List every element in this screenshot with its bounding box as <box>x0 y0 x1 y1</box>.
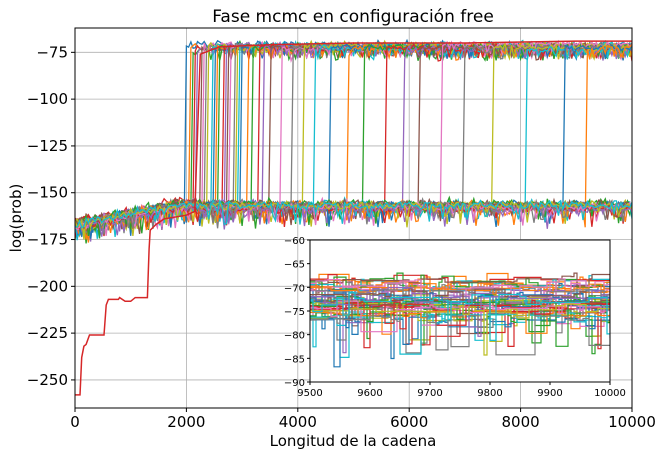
inset-x-tick-label: 9700 <box>417 388 442 399</box>
y-axis-label: log(prob) <box>7 184 25 253</box>
y-tick-label: −150 <box>27 184 68 202</box>
inset-walker-line <box>310 299 610 330</box>
inset-walker-line <box>310 278 610 326</box>
x-tick-label: 0 <box>70 413 80 431</box>
inset-y-tick-label: −75 <box>284 307 305 318</box>
x-tick-label: 4000 <box>279 413 317 431</box>
outlier-walker-line <box>75 40 632 396</box>
inset-walker-line <box>310 291 610 341</box>
y-tick-label: −75 <box>36 43 68 61</box>
inset-y-tick-label: −80 <box>284 331 305 342</box>
inset-x-tick-label: 9900 <box>537 388 562 399</box>
inset-walker-line <box>310 313 610 368</box>
y-tick-label: −225 <box>27 324 68 342</box>
inset-y-tick-label: −70 <box>284 283 305 294</box>
y-tick-label: −200 <box>27 277 68 295</box>
walker-line <box>75 198 632 229</box>
x-tick-label: 2000 <box>167 413 205 431</box>
walker-lines <box>75 38 632 396</box>
y-tick-label: −250 <box>27 371 68 389</box>
inset-y-tick-label: −85 <box>284 354 305 365</box>
inset-walker-line <box>310 310 610 356</box>
y-tick-label: −175 <box>27 231 68 249</box>
inset-x-tick-label: 9800 <box>477 388 502 399</box>
inset-walker-line <box>310 303 610 356</box>
walker-line <box>75 42 632 226</box>
inset-walker-line <box>310 275 610 315</box>
inset-walker-line <box>310 272 610 287</box>
main-axes-frame <box>74 27 633 409</box>
inset-y-tick-label: −60 <box>284 236 305 247</box>
inset-plot-area: 9500 9600 9700 9800 9900 10000 −60 −65 −70 −75 −80… <box>284 236 626 399</box>
x-tick-label: 8000 <box>502 413 540 431</box>
y-tick-label: −125 <box>27 137 68 155</box>
inset-y-tick-label: −65 <box>284 260 305 271</box>
inset-x-tick-label: 9600 <box>357 388 382 399</box>
inset-y-tick-label: −90 <box>284 378 305 389</box>
inset-x-tick-label: 9500 <box>297 388 322 399</box>
chart-title: Fase mcmc en configuración free <box>212 7 494 27</box>
x-axis-label: Longitud de la cadena <box>270 432 437 450</box>
walker-line <box>75 40 632 229</box>
inset-walker-line <box>310 303 610 350</box>
y-tick-label: −100 <box>27 90 68 108</box>
x-tick-label: 10000 <box>608 413 656 431</box>
inset-x-tick-label: 10000 <box>594 388 626 399</box>
inset-walker-lines <box>310 272 610 368</box>
walker-line <box>75 195 632 239</box>
x-tick-label: 6000 <box>390 413 428 431</box>
inset-walker-line <box>310 288 610 321</box>
